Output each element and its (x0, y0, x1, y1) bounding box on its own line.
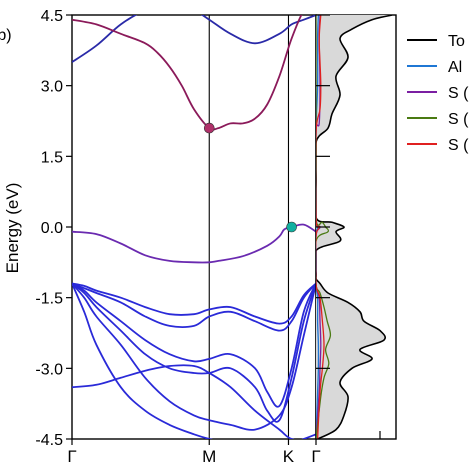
y-tick-label: -4.5 (35, 432, 63, 449)
x-tick-label: Γ (67, 447, 76, 466)
band-line-vb-7 (72, 283, 316, 439)
y-tick-label: -3.0 (35, 361, 63, 378)
band-line-upper-3 (72, 0, 316, 13)
dos-line-Total (316, 15, 393, 439)
kpoint-lines (208, 15, 290, 439)
y-tick-label: 1.5 (41, 149, 63, 166)
dos-panel (315, 14, 397, 440)
legend-label-S-3: S ( (448, 137, 469, 154)
band-line-upper-1 (72, 15, 316, 63)
marker-cbm (203, 122, 215, 134)
legend-label-S-1: S ( (448, 85, 469, 102)
dos-line-Al (316, 15, 320, 439)
dos-line-S-3 (316, 15, 325, 439)
y-tick-label: 4.5 (41, 8, 63, 25)
band-panel (71, 0, 317, 440)
band-line-vb-5 (72, 282, 316, 325)
y-axis-label: Energy (eV) (3, 183, 22, 274)
y-tick-label: 3.0 (41, 79, 63, 96)
legend-label-Al: Al (448, 59, 462, 76)
y-axis-ticks: 4.5 3.0 1.5 0.0 -1.5 -3.0 -4.5 (35, 8, 72, 449)
band-markers (203, 122, 297, 233)
band-lines (72, 0, 316, 439)
panel-label: (b) (0, 27, 12, 44)
band-line-valence-top (72, 223, 316, 264)
band-line-vb-1 (72, 282, 316, 408)
x-tick-label: K (283, 447, 295, 466)
y-tick-label: -1.5 (35, 291, 63, 308)
dos-fill-Total (316, 15, 392, 439)
band-line-vb-2 (72, 282, 316, 423)
legend-label-S-2: S ( (448, 111, 469, 128)
marker-vbm (286, 221, 297, 233)
band-line-vb-3 (72, 282, 316, 431)
band-line-vb-6 (72, 364, 295, 439)
legend-label-Total: To (448, 33, 465, 50)
y-tick-label: 0.0 (41, 220, 63, 237)
band-line-vb-4 (72, 282, 316, 332)
dos-ticks (316, 14, 381, 440)
band-line-upper-2 (72, 15, 303, 131)
x-tick-label: M (202, 447, 216, 466)
x-tick-label: Γ (311, 447, 320, 466)
legend: To Al S ( S ( S ( (407, 33, 469, 154)
dos-curves (316, 15, 393, 439)
